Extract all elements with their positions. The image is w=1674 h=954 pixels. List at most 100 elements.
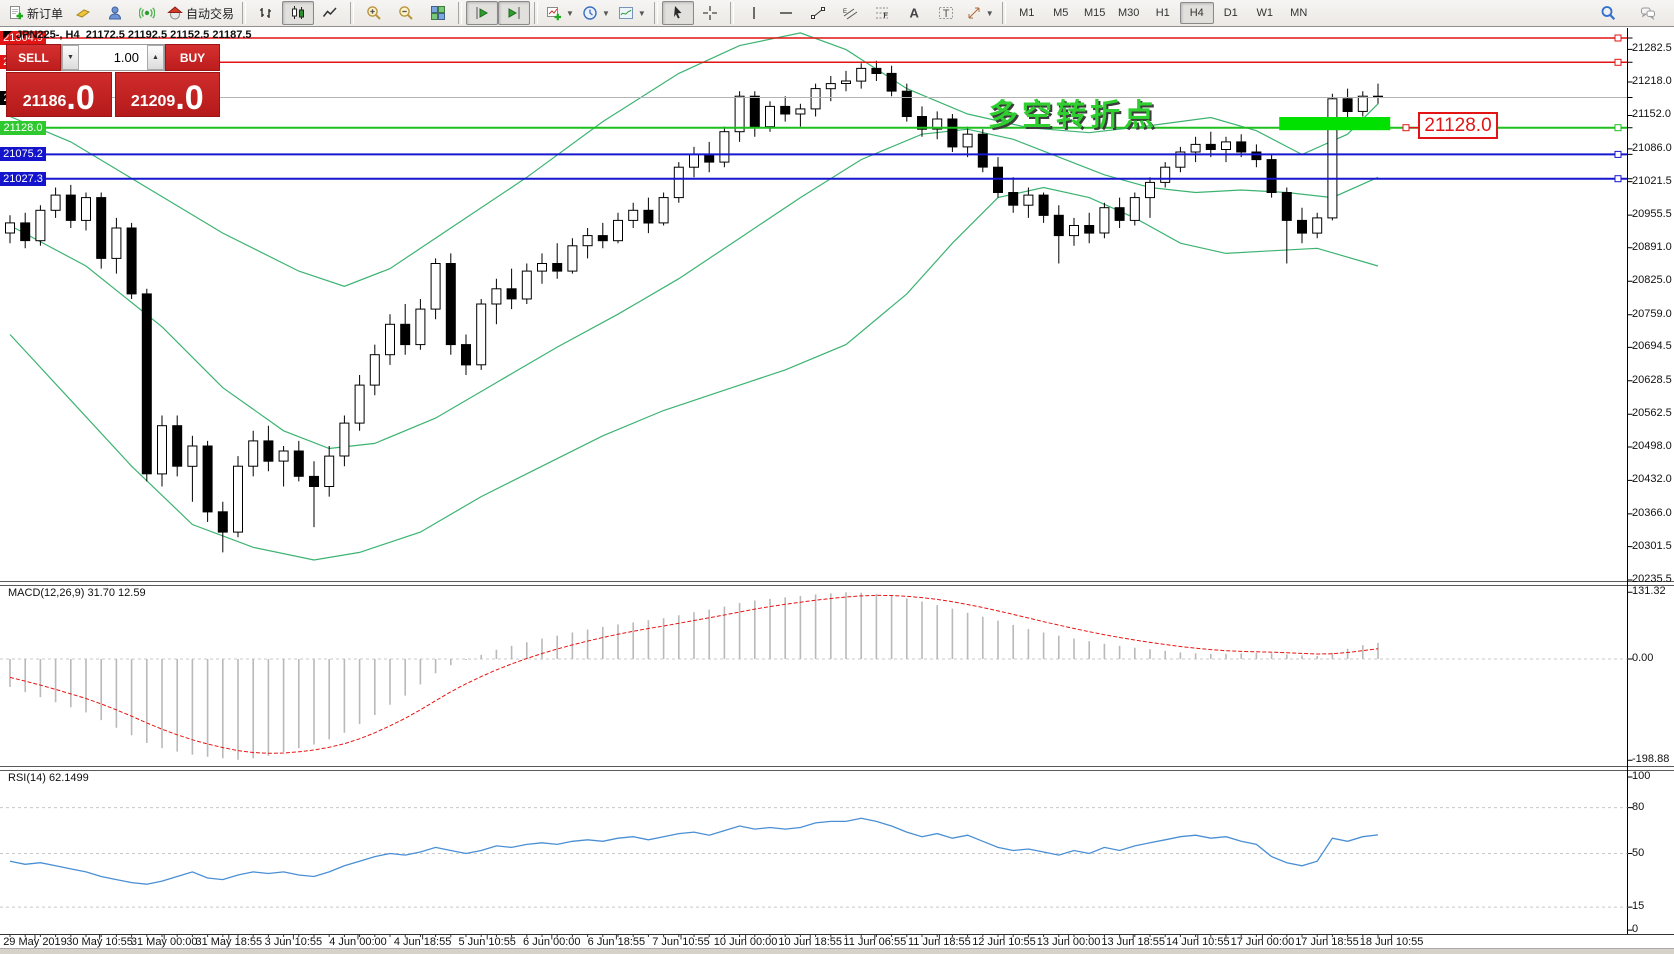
buy-price-display[interactable]: 21209.0 bbox=[114, 72, 220, 117]
timeframe-w1-button[interactable]: W1 bbox=[1256, 7, 1273, 19]
pane-separators[interactable] bbox=[0, 581, 1674, 771]
timeframe-m30-button[interactable]: M30 bbox=[1118, 7, 1140, 19]
trendline-button[interactable] bbox=[802, 1, 834, 25]
price-axis-tick: 20628.5 bbox=[1632, 373, 1672, 386]
vertical-line-button[interactable] bbox=[738, 1, 770, 25]
hline-anchor[interactable] bbox=[1614, 124, 1622, 132]
crosshair-button[interactable] bbox=[694, 1, 726, 25]
toolbar-separator bbox=[350, 2, 355, 24]
callout-anchor[interactable] bbox=[1402, 124, 1410, 132]
sell-price-display[interactable]: 21186.0 bbox=[6, 72, 112, 117]
autoscroll-icon bbox=[476, 7, 489, 19]
time-axis-label: 4 Jun 18:55 bbox=[393, 936, 452, 948]
bars-icon bbox=[260, 8, 272, 18]
sell-price-decimal: .0 bbox=[66, 79, 95, 117]
metaeditor-button[interactable] bbox=[67, 1, 99, 25]
price-badge: 21027.3 bbox=[0, 171, 46, 186]
volume-decrease-button[interactable]: ▼ bbox=[62, 45, 79, 70]
profile-icon bbox=[109, 6, 122, 20]
time-axis-label: 17 Jun 18:55 bbox=[1295, 936, 1359, 948]
templates-button[interactable]: ▼ bbox=[614, 1, 650, 25]
timeframe-m15-button[interactable]: M15 bbox=[1084, 7, 1106, 19]
tile-windows-button[interactable] bbox=[422, 1, 454, 25]
hline-anchor[interactable] bbox=[1614, 175, 1622, 183]
zoom-out-button[interactable] bbox=[390, 1, 422, 25]
cursor-icon bbox=[673, 6, 682, 19]
toolbar-separator bbox=[458, 2, 463, 24]
search-button[interactable] bbox=[1592, 1, 1624, 25]
time-axis-label: 14 Jun 10:55 bbox=[1165, 936, 1230, 948]
hline-anchor[interactable] bbox=[1614, 34, 1622, 42]
hline-icon bbox=[779, 12, 792, 14]
toolbar-separator bbox=[242, 2, 247, 24]
hline-anchor[interactable] bbox=[1614, 150, 1622, 158]
price-axis-tick: 20432.0 bbox=[1632, 473, 1672, 486]
macd-axis-tick: 0.00 bbox=[1632, 652, 1654, 664]
new-order-button[interactable]: 新订单 bbox=[4, 1, 67, 25]
sell-button[interactable]: SELL bbox=[6, 44, 61, 71]
price-callout-label[interactable]: 21128.0 bbox=[1418, 112, 1498, 139]
bull-candles bbox=[5, 67, 1368, 533]
arrows-button[interactable]: ▼ bbox=[962, 1, 998, 25]
price-axis-tick: 20562.5 bbox=[1632, 407, 1672, 420]
macd-indicator-label: MACD(12,26,9) 31.70 12.59 bbox=[8, 587, 146, 599]
volume-increase-button[interactable]: ▲ bbox=[147, 45, 164, 70]
buy-button[interactable]: BUY bbox=[165, 44, 220, 71]
autotrading-icon bbox=[167, 6, 183, 20]
timeframe-h4-button[interactable]: H4 bbox=[1179, 2, 1214, 24]
horizontal-line-button[interactable] bbox=[770, 1, 802, 25]
toolbar-separator bbox=[653, 2, 658, 24]
chart-shift-button[interactable] bbox=[498, 1, 531, 25]
bar-chart-button[interactable] bbox=[250, 1, 282, 25]
timeframe-h1-button[interactable]: H1 bbox=[1155, 7, 1170, 19]
periods-button[interactable]: ▼ bbox=[578, 1, 614, 25]
chart-annotation-text[interactable]: 多空转折点 bbox=[988, 99, 1158, 132]
sell-price-main: 21186 bbox=[22, 93, 67, 110]
signals-button[interactable] bbox=[131, 1, 163, 25]
chart-canvas[interactable] bbox=[0, 27, 1674, 953]
text-button[interactable]: A bbox=[898, 1, 930, 25]
timeframe-mn-button[interactable]: MN bbox=[1290, 7, 1308, 19]
hline-anchor[interactable] bbox=[1614, 58, 1622, 66]
time-axis-label: 12 Jun 10:55 bbox=[972, 936, 1036, 948]
candle-wicks bbox=[9, 60, 1379, 553]
chat-button[interactable] bbox=[1632, 1, 1664, 25]
time-axis-label: 13 Jun 00:00 bbox=[1036, 936, 1101, 948]
profile-button[interactable] bbox=[99, 1, 131, 25]
highlight-rectangle[interactable] bbox=[1279, 117, 1391, 131]
time-axis-label: 18 Jun 10:55 bbox=[1359, 936, 1424, 948]
auto-scroll-button[interactable] bbox=[466, 1, 499, 25]
text-label-button[interactable]: T bbox=[930, 1, 962, 25]
shift-icon bbox=[508, 7, 520, 19]
window-bottom-edge bbox=[0, 948, 1674, 954]
candlestick-chart-button[interactable] bbox=[282, 1, 315, 25]
timeframe-m1-button[interactable]: M1 bbox=[1019, 7, 1035, 19]
macd-axis-tick: -198.88 bbox=[1632, 753, 1670, 766]
indicators-button[interactable]: ▼ bbox=[542, 1, 578, 25]
volume-value[interactable]: 1.00 bbox=[113, 50, 139, 65]
new-order-icon bbox=[10, 6, 23, 20]
rsi-axis-tick: 50 bbox=[1632, 846, 1645, 859]
price-axis-tick: 20759.0 bbox=[1632, 307, 1672, 320]
autotrading-button[interactable]: 自动交易 bbox=[163, 1, 238, 25]
zoomin-icon bbox=[367, 6, 381, 20]
equidistant-channel-button[interactable]: E bbox=[834, 1, 866, 25]
rsi-axis-tick: 100 bbox=[1632, 770, 1651, 782]
price-badge: 21075.2 bbox=[0, 147, 46, 162]
timeframe-m5-button[interactable]: M5 bbox=[1053, 7, 1069, 19]
one-click-trade-panel: SELL ▼ 1.00 ▲ BUY 21186.0 21209.0 bbox=[6, 44, 220, 117]
fibonacci-button[interactable]: F bbox=[866, 1, 898, 25]
signals-icon bbox=[139, 7, 156, 19]
rsi-axis-tick: 15 bbox=[1632, 900, 1645, 913]
line-chart-button[interactable] bbox=[314, 1, 346, 25]
timeframe-d1-button[interactable]: D1 bbox=[1223, 7, 1238, 19]
time-axis-ticks bbox=[9, 934, 1393, 940]
text-icon: A bbox=[909, 6, 919, 21]
price-axis-tick: 21021.5 bbox=[1632, 174, 1672, 187]
time-axis-label: 4 Jun 00:00 bbox=[329, 936, 387, 948]
zoom-in-button[interactable] bbox=[358, 1, 390, 25]
axis-tick-marks bbox=[1627, 37, 1633, 931]
price-axis-tick: 21086.0 bbox=[1632, 141, 1672, 154]
cursor-button[interactable] bbox=[661, 1, 694, 25]
